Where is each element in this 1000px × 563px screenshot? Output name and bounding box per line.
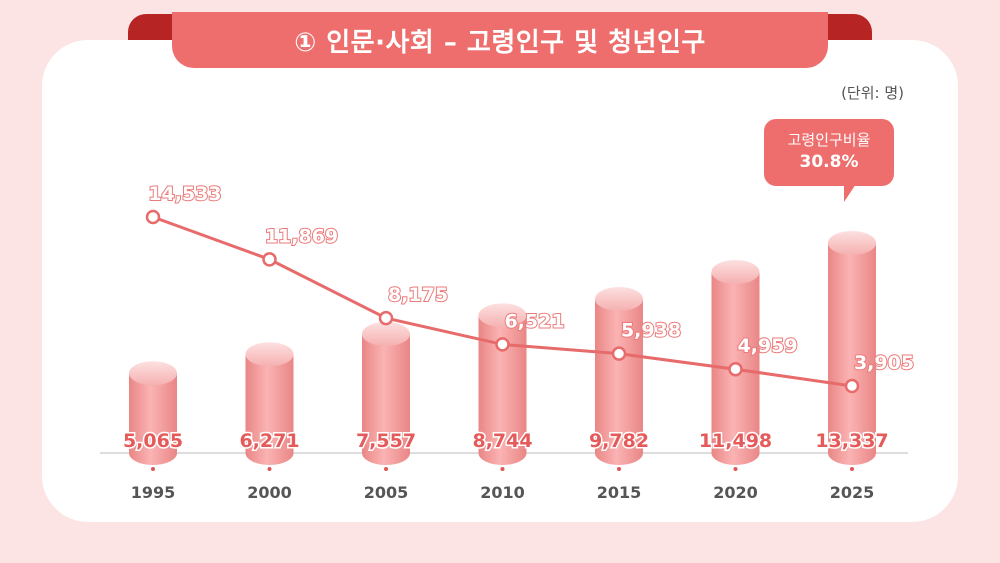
x-tick-label: 2015 bbox=[597, 483, 642, 502]
x-tick-dot bbox=[850, 467, 854, 471]
callout-label: 고령인구비율 bbox=[787, 131, 871, 149]
line-value-label: 11,869 bbox=[265, 225, 338, 247]
x-tick-dot bbox=[384, 467, 388, 471]
line-point-2000 bbox=[262, 252, 277, 267]
bar-value-label: 9,782 bbox=[589, 430, 649, 452]
bar-top bbox=[478, 303, 527, 328]
bar-body bbox=[129, 373, 177, 465]
bar-body bbox=[828, 243, 876, 465]
line-point-2025 bbox=[844, 378, 860, 394]
unit-label: (단위: 명) bbox=[841, 84, 904, 102]
line-point-2010 bbox=[495, 337, 510, 352]
bar-2005 bbox=[362, 322, 410, 465]
bar-body bbox=[362, 334, 410, 465]
x-tick-label: 1995 bbox=[131, 483, 176, 502]
bar-2025 bbox=[828, 231, 876, 465]
bar-2015 bbox=[595, 286, 643, 465]
x-tick-dot bbox=[500, 467, 505, 471]
bar-top bbox=[362, 322, 410, 347]
bar-1995 bbox=[129, 361, 177, 465]
line-value-label: 8,175 bbox=[388, 284, 448, 306]
bar-body bbox=[478, 315, 527, 465]
ratio-callout: 고령인구비율 30.8% bbox=[764, 119, 894, 202]
x-tick-label: 2020 bbox=[713, 483, 758, 502]
x-tick-label: 2005 bbox=[364, 483, 409, 502]
line-value-label: 3,905 bbox=[854, 352, 914, 374]
x-tick-label: 2010 bbox=[480, 483, 525, 502]
bar-2000 bbox=[245, 342, 294, 465]
chart-title: ① 인문·사회 – 고령인구 및 청년인구 bbox=[172, 12, 828, 68]
bar-value-label: 8,744 bbox=[472, 430, 532, 452]
x-tick-label: 2000 bbox=[247, 483, 292, 502]
bar-2010 bbox=[478, 303, 527, 465]
line-value-label: 5,938 bbox=[621, 320, 681, 342]
bar-value-label: 11,498 bbox=[699, 430, 772, 452]
line-value-label: 14,533 bbox=[148, 183, 221, 205]
line-value-label: 4,959 bbox=[737, 335, 797, 357]
bar-top bbox=[595, 286, 643, 311]
bar-value-label: 13,337 bbox=[815, 430, 888, 452]
line-point-2015 bbox=[611, 346, 627, 361]
line-point-1995 bbox=[145, 209, 161, 225]
x-tick-dot bbox=[733, 467, 738, 471]
bar-top bbox=[129, 361, 177, 386]
x-tick-label: 2025 bbox=[830, 483, 875, 502]
bar-body bbox=[595, 298, 643, 465]
bar-top bbox=[711, 259, 760, 284]
x-tick-dot bbox=[617, 467, 621, 471]
x-tick-dot bbox=[267, 467, 272, 471]
bar-value-label: 6,271 bbox=[239, 430, 299, 452]
line-point-2005 bbox=[378, 310, 394, 326]
bar-value-label: 5,065 bbox=[123, 430, 183, 452]
bar-value-label: 7,557 bbox=[356, 430, 416, 452]
line-point-2020 bbox=[728, 361, 743, 377]
bar-top bbox=[245, 342, 294, 367]
bar-top bbox=[828, 231, 876, 255]
x-tick-dot bbox=[151, 467, 155, 471]
line-value-label: 6,521 bbox=[504, 310, 564, 332]
callout-value: 30.8% bbox=[799, 152, 859, 172]
bar-body bbox=[245, 354, 294, 465]
